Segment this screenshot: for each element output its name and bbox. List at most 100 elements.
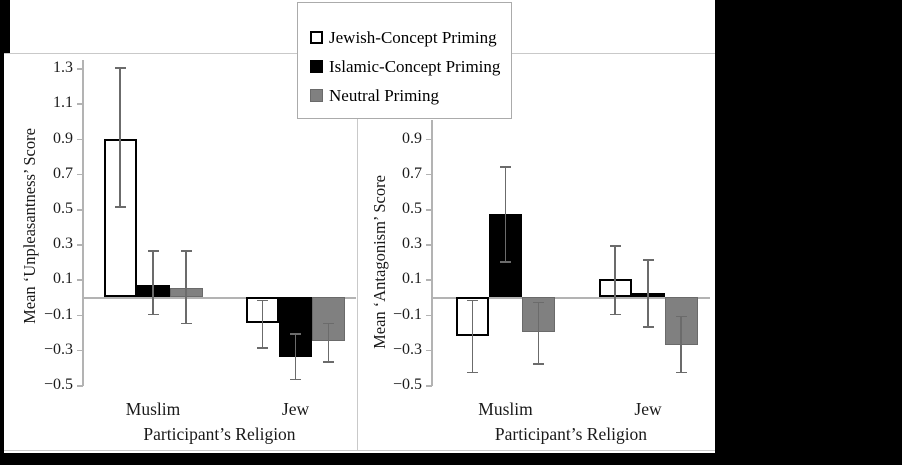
- error-bar-cap-bottom: [609, 313, 621, 316]
- y-tick-label: 0.7: [53, 164, 73, 182]
- error-bar-cap-bottom: [290, 378, 301, 381]
- y-tick-label: 1.1: [53, 94, 73, 112]
- error-bar-cap-top: [467, 299, 478, 302]
- y-tick-label: 1.3: [53, 59, 73, 77]
- error-bar-line: [294, 333, 297, 380]
- error-bar-cap-top: [609, 245, 621, 247]
- scan-border-right: [715, 0, 902, 465]
- y-tick-mark: [426, 279, 432, 281]
- x-category-label-jew: Jew: [281, 399, 310, 419]
- error-bar-line: [261, 300, 264, 349]
- error-bar-line: [680, 316, 682, 373]
- error-bar-cap-bottom: [323, 361, 334, 363]
- scan-border-left: [0, 0, 4, 465]
- legend-label: Jewish-Concept Priming: [329, 27, 497, 47]
- y-tick-mark: [426, 209, 432, 211]
- y-tick-mark: [77, 173, 83, 176]
- figure-bottom-border: [4, 450, 715, 451]
- bar-jew-islamic-concept-priming: [631, 293, 665, 297]
- x-axis-zero-line: [432, 297, 710, 299]
- bar-jew-jewish-concept-priming: [246, 297, 279, 324]
- error-bar-cap-top: [533, 301, 544, 304]
- bar-jew-islamic-concept-priming: [279, 297, 312, 357]
- y-axis-title: Mean ‘Unpleasantness’ Score: [20, 128, 39, 324]
- y-tick-mark: [77, 138, 83, 141]
- y-tick-mark: [426, 385, 432, 387]
- bar-muslim-islamic-concept-priming: [489, 214, 522, 297]
- error-bar-cap-top: [675, 315, 687, 318]
- error-bar-cap-top: [180, 250, 192, 252]
- bar-muslim-islamic-concept-priming: [136, 284, 170, 297]
- scan-border-bottom: [0, 453, 902, 465]
- legend-swatch-jewish-concept-icon: [310, 31, 323, 44]
- error-bar-line: [119, 68, 121, 208]
- y-tick-mark: [77, 68, 83, 70]
- error-bar-line: [471, 300, 474, 373]
- y-tick-label: 0.9: [402, 129, 422, 147]
- error-bar-cap-bottom: [500, 261, 511, 263]
- error-bar-cap-bottom: [257, 347, 268, 349]
- bar-jew-jewish-concept-priming: [598, 279, 632, 297]
- bar-muslim-neutral-priming: [522, 297, 555, 333]
- error-bar-cap-top: [290, 333, 301, 335]
- error-bar-line: [185, 251, 187, 324]
- y-tick-mark: [426, 173, 432, 176]
- error-bar-cap-bottom: [114, 206, 126, 208]
- y-tick-mark: [77, 244, 83, 246]
- y-axis-line: [82, 60, 84, 386]
- x-axis-title: Participant’s Religion: [143, 424, 296, 444]
- y-tick-mark: [426, 244, 432, 246]
- error-bar-cap-top: [323, 322, 334, 325]
- error-bar-cap-bottom: [642, 326, 654, 328]
- legend-swatch-neutral-icon: [310, 89, 323, 102]
- x-category-label-jew: Jew: [634, 399, 662, 419]
- error-bar-line: [614, 245, 616, 315]
- error-bar-cap-top: [257, 299, 268, 302]
- y-tick-label: 0.1: [402, 270, 422, 288]
- error-bar-cap-top: [147, 250, 159, 252]
- error-bar-line: [647, 260, 649, 327]
- error-bar-cap-bottom: [180, 322, 192, 325]
- legend-swatch-islamic-concept-icon: [310, 60, 323, 73]
- x-axis-zero-line: [83, 297, 356, 299]
- y-tick-label: 0.1: [53, 270, 73, 288]
- legend-label: Neutral Priming: [329, 85, 440, 105]
- y-tick-label: −0.5: [43, 376, 73, 393]
- bar-jew-neutral-priming: [312, 297, 345, 341]
- y-tick-label: −0.3: [43, 340, 73, 358]
- y-axis-line: [431, 120, 433, 386]
- error-bar-line: [537, 302, 540, 364]
- y-tick-label: −0.1: [392, 305, 422, 323]
- y-tick-mark: [77, 279, 83, 281]
- y-tick-label: −0.1: [43, 305, 73, 323]
- x-axis-title: Participant’s Religion: [494, 424, 648, 444]
- legend-item-neutral: Neutral Priming: [310, 81, 511, 110]
- error-bar-line: [504, 166, 507, 262]
- legend-label: Islamic-Concept Priming: [329, 56, 501, 76]
- error-bar-cap-bottom: [467, 371, 478, 374]
- error-bar-cap-bottom: [147, 313, 159, 316]
- legend-item-islamic-concept: Islamic-Concept Priming: [310, 52, 511, 81]
- y-tick-mark: [77, 314, 83, 317]
- error-bar-cap-top: [114, 67, 126, 69]
- legend-item-jewish-concept: Jewish-Concept Priming: [310, 23, 511, 52]
- y-tick-mark: [77, 103, 83, 105]
- error-bar-line: [327, 323, 330, 363]
- y-tick-label: 0.5: [402, 200, 422, 217]
- bar-muslim-jewish-concept-priming: [456, 297, 489, 336]
- y-tick-mark: [426, 349, 432, 352]
- bar-jew-neutral-priming: [664, 297, 698, 345]
- error-bar-cap-bottom: [675, 371, 687, 374]
- y-tick-label: 0.3: [53, 235, 73, 253]
- y-axis-title: Mean ‘Antagonism’ Score: [370, 175, 389, 349]
- legend: Jewish-Concept Priming Islamic-Concept P…: [297, 2, 512, 119]
- panel-divider-line: [357, 53, 358, 450]
- scan-border-top-left: [0, 0, 10, 53]
- error-bar-cap-bottom: [533, 363, 544, 365]
- y-tick-mark: [77, 209, 83, 211]
- x-category-label-muslim: Muslim: [125, 399, 181, 419]
- y-tick-mark: [77, 385, 83, 387]
- y-tick-mark: [426, 314, 432, 317]
- y-tick-mark: [426, 138, 432, 141]
